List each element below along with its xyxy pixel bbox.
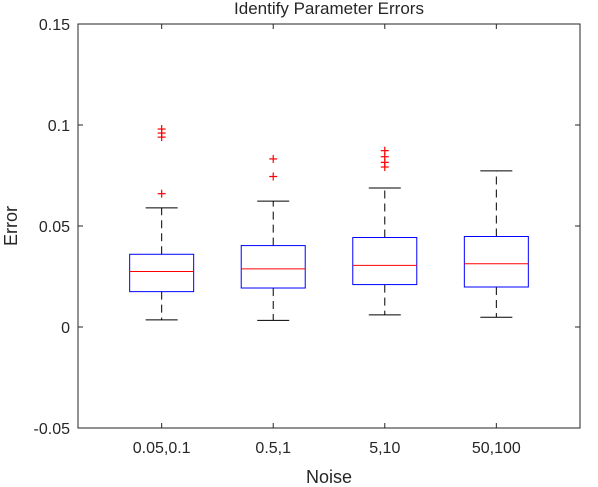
y-tick-label: -0.05 <box>34 421 71 438</box>
chart-title: Identify Parameter Errors <box>234 0 424 18</box>
iqr-box <box>352 237 418 286</box>
y-tick-label: 0.1 <box>48 118 70 135</box>
box-1 <box>129 125 195 321</box>
y-axis-label: Error <box>1 206 21 246</box>
iqr-box <box>463 236 529 288</box>
outlier-marker <box>269 172 278 181</box>
y-tick-label: 0.15 <box>39 17 70 34</box>
box-2 <box>240 154 306 321</box>
outlier-marker <box>157 125 166 134</box>
box-3 <box>352 146 418 316</box>
boxes-group <box>129 125 529 321</box>
x-axis-label: Noise <box>306 467 352 487</box>
y-tick-label: 0.05 <box>39 219 70 236</box>
iqr-box <box>240 245 306 289</box>
outlier-marker <box>380 146 389 155</box>
iqr-box <box>129 253 195 293</box>
x-tick-label: 0.5,1 <box>255 440 291 457</box>
plot-area <box>77 23 581 429</box>
axis-ticks: -0.05 0 0.05 0.1 0.15 0.05,0.1 0.5,1 5,10 50,100 <box>34 17 580 457</box>
x-tick-label: 50,100 <box>472 440 521 457</box>
outlier-marker <box>269 154 278 163</box>
x-tick-label: 0.05,0.1 <box>133 440 191 457</box>
x-tick-label: 5,10 <box>369 440 400 457</box>
y-tick-label: 0 <box>61 320 70 337</box>
outlier-marker <box>157 189 166 198</box>
box-4 <box>463 170 529 318</box>
